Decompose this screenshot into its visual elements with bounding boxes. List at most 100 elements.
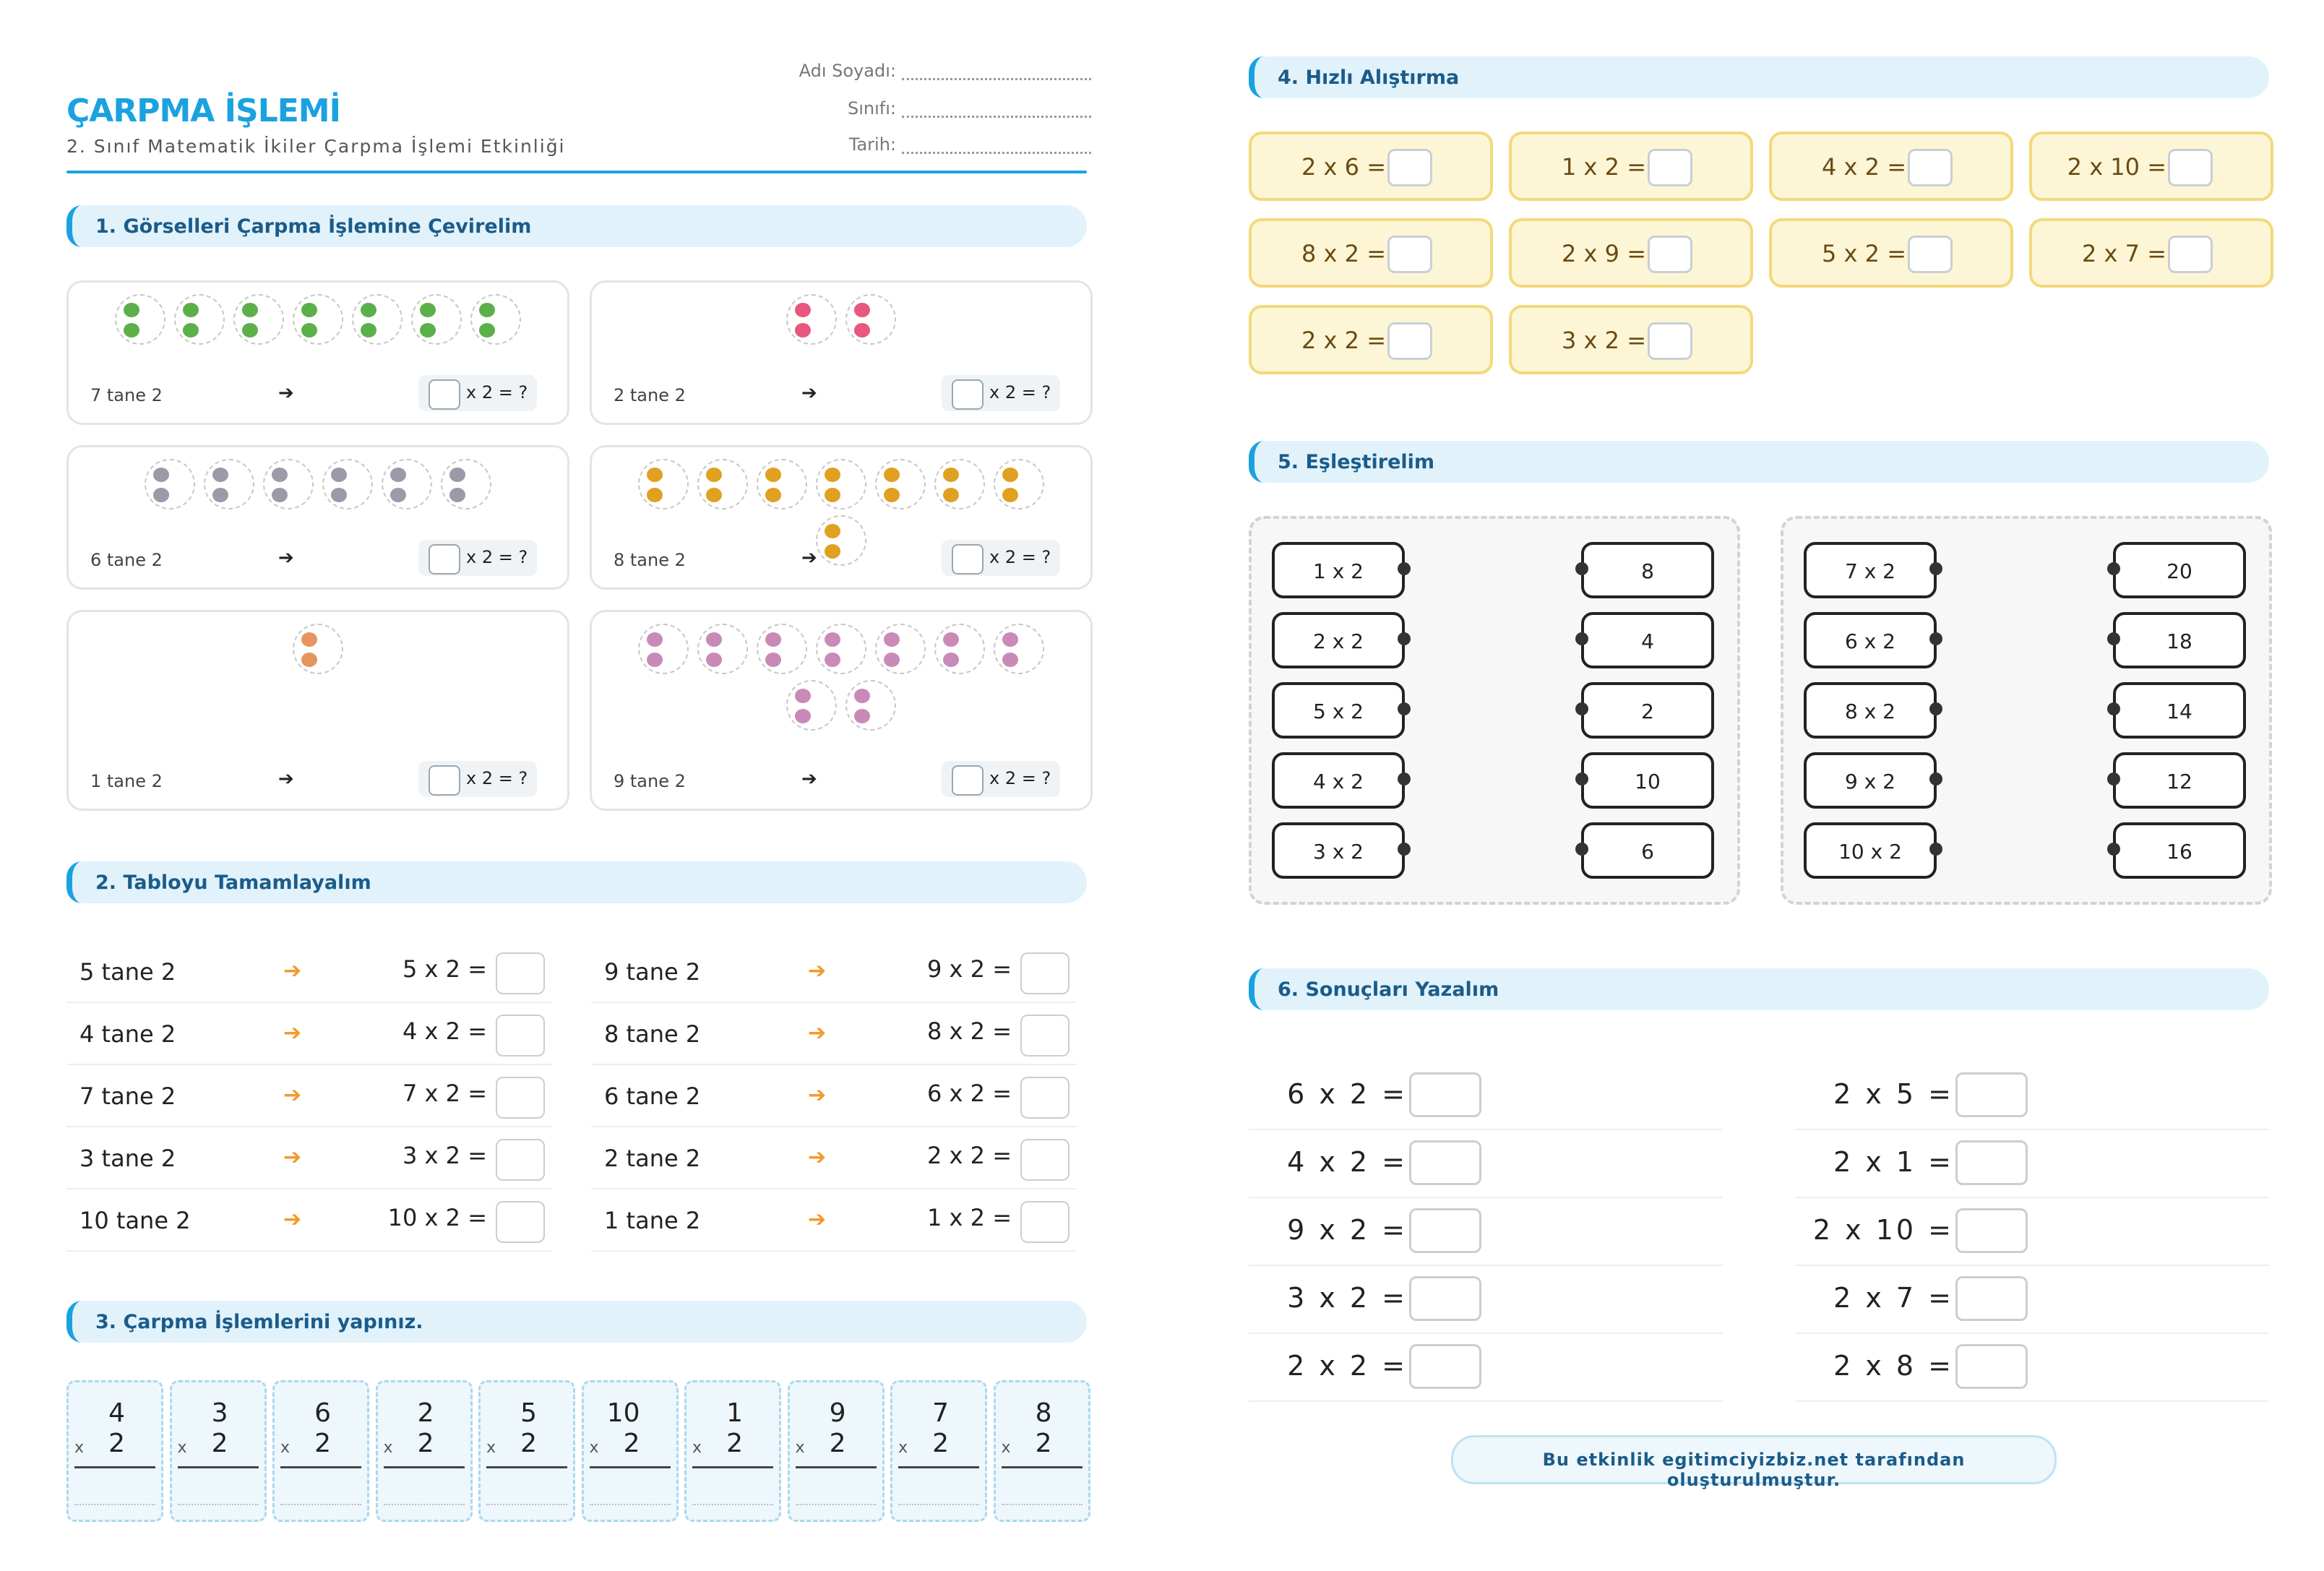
answer-box[interactable] <box>1908 236 1953 273</box>
answer-line[interactable] <box>280 1504 361 1505</box>
match-left-item[interactable]: 3 x 2 <box>1272 822 1411 879</box>
connector-dot[interactable] <box>1398 632 1411 645</box>
match-right-item[interactable]: 20 <box>2107 542 2246 598</box>
vertical-operation: 1 x 2 <box>684 1380 781 1522</box>
connector-dot[interactable] <box>2107 843 2120 856</box>
elephant-icon <box>382 459 432 509</box>
answer-box[interactable] <box>1955 1072 2028 1117</box>
answer-line[interactable] <box>898 1504 979 1505</box>
answer-box[interactable] <box>1020 1015 1070 1056</box>
answer-box[interactable] <box>1387 322 1432 360</box>
connector-dot[interactable] <box>2107 772 2120 786</box>
match-right-item[interactable]: 6 <box>1575 822 1714 879</box>
connector-dot[interactable] <box>1929 772 1942 786</box>
connector-dot[interactable] <box>1575 843 1588 856</box>
answer-box[interactable] <box>1955 1208 2028 1253</box>
answer-box[interactable] <box>1387 149 1432 186</box>
count-label: 9 tane 2 <box>614 771 686 791</box>
answer-box[interactable] <box>429 544 460 574</box>
class-field[interactable] <box>902 114 1091 118</box>
answer-box[interactable] <box>496 1077 545 1119</box>
answer-box[interactable] <box>496 1015 545 1056</box>
answer-box[interactable] <box>1409 1208 1481 1253</box>
multiplier: 2 <box>417 1429 434 1458</box>
match-right-item[interactable]: 18 <box>2107 612 2246 668</box>
answer-box[interactable] <box>1409 1072 1481 1117</box>
answer-box[interactable] <box>1020 1139 1070 1181</box>
answer-box[interactable] <box>429 379 460 410</box>
date-field[interactable] <box>902 150 1091 154</box>
answer-box[interactable] <box>496 1139 545 1181</box>
match-right-item[interactable]: 14 <box>2107 682 2246 739</box>
answer-box[interactable] <box>429 765 460 796</box>
answer-box[interactable] <box>1409 1344 1481 1389</box>
answer-line[interactable] <box>589 1504 671 1505</box>
answer-box[interactable] <box>2168 149 2213 186</box>
match-left-item[interactable]: 9 x 2 <box>1804 752 1942 809</box>
answer-box[interactable] <box>2168 236 2213 273</box>
match-right-item[interactable]: 10 <box>1575 752 1714 809</box>
answer-box[interactable] <box>1955 1276 2028 1321</box>
answer-line[interactable] <box>486 1504 567 1505</box>
match-right-item[interactable]: 12 <box>2107 752 2246 809</box>
match-left-item[interactable]: 2 x 2 <box>1272 612 1411 668</box>
arrow-icon: ➔ <box>283 1020 302 1046</box>
answer-box[interactable] <box>496 1201 545 1243</box>
connector-dot[interactable] <box>2107 562 2120 575</box>
match-left-item[interactable]: 8 x 2 <box>1804 682 1942 739</box>
count-label: 7 tane 2 <box>79 1083 176 1110</box>
connector-dot[interactable] <box>1929 843 1942 856</box>
connector-dot[interactable] <box>1398 843 1411 856</box>
answer-box[interactable] <box>1648 236 1692 273</box>
match-left-item[interactable]: 10 x 2 <box>1804 822 1942 879</box>
answer-line[interactable] <box>1001 1504 1083 1505</box>
connector-dot[interactable] <box>1575 562 1588 575</box>
answer-line[interactable] <box>74 1504 155 1505</box>
answer-box[interactable] <box>1955 1344 2028 1389</box>
answer-line[interactable] <box>692 1504 773 1505</box>
match-left-item[interactable]: 1 x 2 <box>1272 542 1411 598</box>
answer-box[interactable] <box>496 952 545 994</box>
connector-dot[interactable] <box>1575 772 1588 786</box>
match-left-item[interactable]: 5 x 2 <box>1272 682 1411 739</box>
answer-box[interactable] <box>1648 322 1692 360</box>
match-left-item[interactable]: 7 x 2 <box>1804 542 1942 598</box>
connector-dot[interactable] <box>1398 562 1411 575</box>
connector-dot[interactable] <box>2107 702 2120 715</box>
result-row: 2 x 5 = <box>1795 1061 2269 1130</box>
answer-box[interactable] <box>1409 1140 1481 1185</box>
answer-box[interactable] <box>1648 149 1692 186</box>
answer-line[interactable] <box>177 1504 259 1505</box>
connector-dot[interactable] <box>1398 702 1411 715</box>
answer-box[interactable] <box>1020 1201 1070 1243</box>
match-right-item[interactable]: 16 <box>2107 822 2246 879</box>
answer-box[interactable] <box>1908 149 1953 186</box>
match-text: 10 <box>1635 770 1661 793</box>
picture-group <box>98 294 538 350</box>
connector-dot[interactable] <box>1575 632 1588 645</box>
match-right-item[interactable]: 8 <box>1575 542 1714 598</box>
multiplier: 2 <box>211 1429 228 1458</box>
result-row: 4 x 2 = <box>1249 1129 1723 1198</box>
answer-line[interactable] <box>795 1504 877 1505</box>
connector-dot[interactable] <box>1398 772 1411 786</box>
connector-dot[interactable] <box>1929 632 1942 645</box>
answer-box[interactable] <box>1387 236 1432 273</box>
answer-box[interactable] <box>1409 1276 1481 1321</box>
connector-dot[interactable] <box>1929 562 1942 575</box>
match-right-item[interactable]: 4 <box>1575 612 1714 668</box>
answer-box[interactable] <box>1955 1140 2028 1185</box>
connector-dot[interactable] <box>1575 702 1588 715</box>
answer-box[interactable] <box>952 544 984 574</box>
match-left-item[interactable]: 4 x 2 <box>1272 752 1411 809</box>
match-right-item[interactable]: 2 <box>1575 682 1714 739</box>
answer-box[interactable] <box>952 765 984 796</box>
answer-line[interactable] <box>383 1504 465 1505</box>
connector-dot[interactable] <box>1929 702 1942 715</box>
connector-dot[interactable] <box>2107 632 2120 645</box>
match-left-item[interactable]: 6 x 2 <box>1804 612 1942 668</box>
name-field[interactable] <box>902 77 1091 80</box>
answer-box[interactable] <box>952 379 984 410</box>
answer-box[interactable] <box>1020 952 1070 994</box>
answer-box[interactable] <box>1020 1077 1070 1119</box>
